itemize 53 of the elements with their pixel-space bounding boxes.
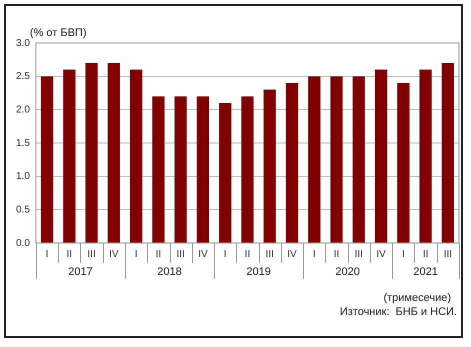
x-tick-label: IV (376, 248, 386, 260)
x-tick-label: III (176, 248, 185, 260)
bar (286, 83, 298, 242)
text: 2018 (157, 266, 182, 278)
x-tick-label: II (244, 248, 250, 260)
bar (108, 63, 120, 242)
bar (241, 96, 254, 242)
y-tick-label: 1.0 (16, 171, 30, 182)
bar (374, 70, 388, 242)
x-tick-label: IV (198, 248, 208, 260)
x-tick-label: III (354, 248, 363, 260)
x-tick-label: II (334, 248, 340, 260)
x-tick-label: IV (109, 248, 119, 260)
x-tick-label: III (87, 248, 96, 260)
y-tick-label: 0.5 (16, 204, 30, 216)
bar (196, 96, 210, 242)
y-tick-label: 1.5 (16, 138, 30, 149)
bar (63, 70, 76, 242)
text: 2020 (335, 266, 360, 278)
x-tick-label: I (46, 248, 48, 260)
bar (308, 76, 320, 242)
bar (152, 96, 164, 242)
y-axis-title: (% от БВП) (30, 27, 87, 40)
bar (40, 76, 54, 242)
bar (130, 70, 142, 242)
x-tick-label: II (66, 248, 72, 260)
x-tick-label: IV (287, 248, 298, 260)
text: Източник: БНБ и НСИ. (340, 306, 457, 318)
x-tick-label: II (422, 248, 428, 260)
bar (85, 63, 98, 242)
x-tick-label: I (134, 248, 138, 260)
x-tick-label: III (266, 248, 274, 260)
bar (419, 70, 432, 242)
x-axis-title: (тримесечие) (383, 292, 451, 304)
y-tick-label: 0.0 (16, 238, 30, 249)
x-tick-label: I (312, 248, 316, 260)
bar (442, 63, 454, 242)
bar (352, 76, 365, 242)
y-tick-label: 2.5 (16, 71, 30, 82)
x-tick-label: II (156, 248, 162, 260)
x-tick-label: I (402, 248, 405, 260)
text: 2021 (413, 266, 438, 278)
text: 2017 (68, 266, 93, 278)
bar (174, 96, 187, 242)
y-tick-label: 2.0 (16, 104, 30, 116)
bar (264, 90, 276, 242)
x-tick-label: I (224, 248, 227, 260)
bar (219, 103, 232, 242)
text: 2019 (246, 266, 271, 278)
y-tick-label: 3.0 (16, 38, 30, 49)
x-tick-label: III (444, 248, 452, 260)
bar (330, 76, 343, 242)
bar (397, 83, 410, 242)
